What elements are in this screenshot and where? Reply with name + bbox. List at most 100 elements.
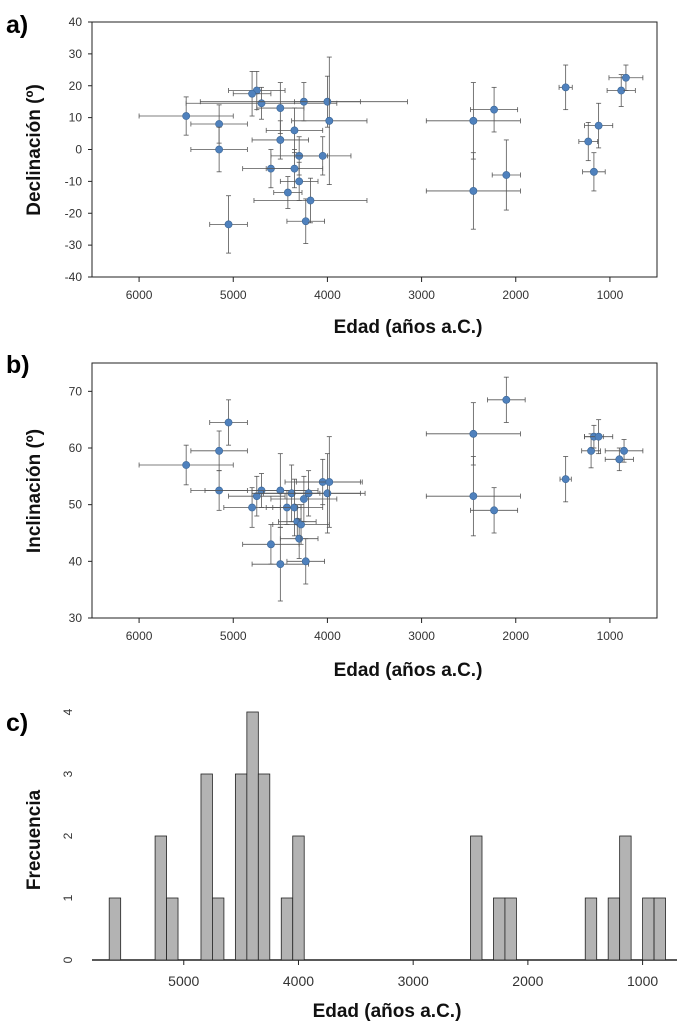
panel-a-x-tick-label: 3000 — [408, 288, 435, 302]
data-point — [561, 83, 570, 92]
panel-c-histogram: c) Frecuencia Edad (años a.C.) 0 1 2 3 4 5000… — [6, 708, 677, 1022]
panel-b-y-tick-label: 30 — [69, 611, 83, 625]
panel-b-inclination-chart: b) Inclinación (º) Edad (años a.C.) 30 40… — [6, 351, 658, 681]
panel-a-x-tick-label: 2000 — [502, 288, 529, 302]
data-point — [469, 429, 478, 438]
histogram-bar — [154, 835, 167, 961]
data-point — [325, 116, 334, 125]
panel-a-x-axis-label: Edad (años a.C.) — [334, 317, 483, 338]
data-point — [276, 560, 285, 569]
histogram-bar — [619, 835, 632, 961]
data-point — [182, 461, 191, 469]
data-point — [323, 97, 332, 106]
data-point — [215, 446, 224, 455]
panel-c-y-tick-label: 0 — [61, 956, 75, 963]
panel-a-y-tick-label: 40 — [69, 15, 83, 29]
data-point — [224, 220, 233, 229]
data-point — [587, 446, 595, 455]
data-point — [584, 137, 593, 146]
panel-a-letter: a) — [6, 11, 28, 39]
panel-a-x-tick-label: 5000 — [220, 288, 247, 302]
panel-c-x-tick-label: 1000 — [627, 973, 658, 989]
data-point — [283, 188, 292, 197]
data-point — [290, 164, 299, 173]
data-point — [490, 506, 498, 515]
panel-c-x-tick-label: 4000 — [283, 973, 314, 989]
data-point — [301, 557, 310, 566]
data-point — [252, 492, 261, 501]
panel-c-x-tick-label: 2000 — [512, 973, 543, 989]
data-point — [622, 73, 630, 82]
histogram-bar — [607, 897, 621, 961]
data-point — [590, 167, 598, 176]
data-point — [276, 136, 285, 144]
data-point — [295, 534, 304, 543]
panel-b-y-tick-label: 70 — [69, 384, 83, 398]
panel-a-plot-frame — [91, 21, 658, 278]
histogram-bar — [166, 897, 179, 961]
histogram-bar — [200, 773, 213, 961]
data-point — [301, 217, 310, 226]
histogram-bar — [493, 897, 506, 961]
panel-c-x-tick-label: 5000 — [168, 973, 199, 989]
data-point — [215, 120, 224, 128]
data-point — [561, 475, 570, 484]
data-point — [502, 395, 511, 404]
data-point — [215, 145, 224, 154]
panel-b-x-tick-label: 5000 — [220, 629, 247, 643]
panel-b-x-tick-label: 2000 — [502, 629, 529, 643]
panel-b-y-axis-label: Inclinación (º) — [24, 429, 45, 553]
panel-a-y-tick-label: 10 — [69, 111, 83, 125]
histogram-bar — [234, 773, 248, 961]
data-point — [224, 418, 233, 427]
data-point — [502, 171, 511, 179]
data-point — [594, 121, 603, 130]
histogram-bar — [292, 835, 305, 961]
panel-c-letter: c) — [6, 709, 28, 737]
data-point — [248, 503, 256, 512]
data-point — [290, 126, 299, 135]
panel-b-y-tick-label: 40 — [69, 554, 83, 568]
panel-b-letter: b) — [6, 351, 30, 379]
histogram-bar — [280, 897, 294, 961]
histogram-bar — [212, 897, 225, 961]
panel-c-y-tick-label: 1 — [61, 894, 75, 901]
histogram-bar — [108, 897, 122, 961]
panel-c-y-tick-label: 4 — [61, 708, 75, 715]
panel-a-x-tick-label: 1000 — [597, 288, 624, 302]
histogram-bar — [246, 711, 259, 961]
panel-a-y-tick-label: 0 — [75, 143, 82, 157]
histogram-bar — [642, 897, 655, 961]
panel-c-x-axis-label: Edad (años a.C.) — [313, 1001, 462, 1022]
data-point — [290, 503, 299, 512]
panel-a-y-tick-label: -30 — [65, 238, 83, 252]
data-point — [276, 104, 285, 112]
panel-c-y-axis-label: Frecuencia — [24, 789, 45, 890]
data-point — [299, 495, 308, 503]
panel-c-x-tick-label: 3000 — [398, 973, 429, 989]
data-point — [306, 196, 315, 205]
data-point — [267, 540, 275, 549]
panel-b-x-tick-label: 4000 — [314, 629, 341, 643]
panel-c-y-tick-label: 3 — [61, 770, 75, 777]
panel-b-x-axis-label: Edad (años a.C.) — [334, 660, 483, 681]
data-point — [594, 432, 603, 441]
panel-b-x-tick-label: 1000 — [597, 629, 624, 643]
panel-a-x-tick-label: 4000 — [314, 288, 341, 302]
data-point — [490, 105, 498, 114]
histogram-bar — [584, 897, 598, 961]
data-point — [297, 520, 305, 529]
panel-b-x-tick-label: 3000 — [408, 629, 435, 643]
panel-a-y-tick-label: -40 — [65, 270, 83, 284]
data-point — [469, 116, 478, 125]
data-point — [469, 187, 478, 195]
panel-b-plot-frame — [91, 362, 658, 619]
panel-b-y-tick-label: 60 — [69, 441, 83, 455]
data-point — [318, 151, 327, 160]
data-point — [469, 492, 478, 501]
panel-a-x-tick-label: 6000 — [126, 288, 153, 302]
data-point — [248, 89, 256, 98]
data-point — [323, 489, 332, 498]
panel-a-y-axis-label: Declinación (º) — [24, 84, 45, 216]
panel-c-y-tick-label: 2 — [61, 832, 75, 839]
